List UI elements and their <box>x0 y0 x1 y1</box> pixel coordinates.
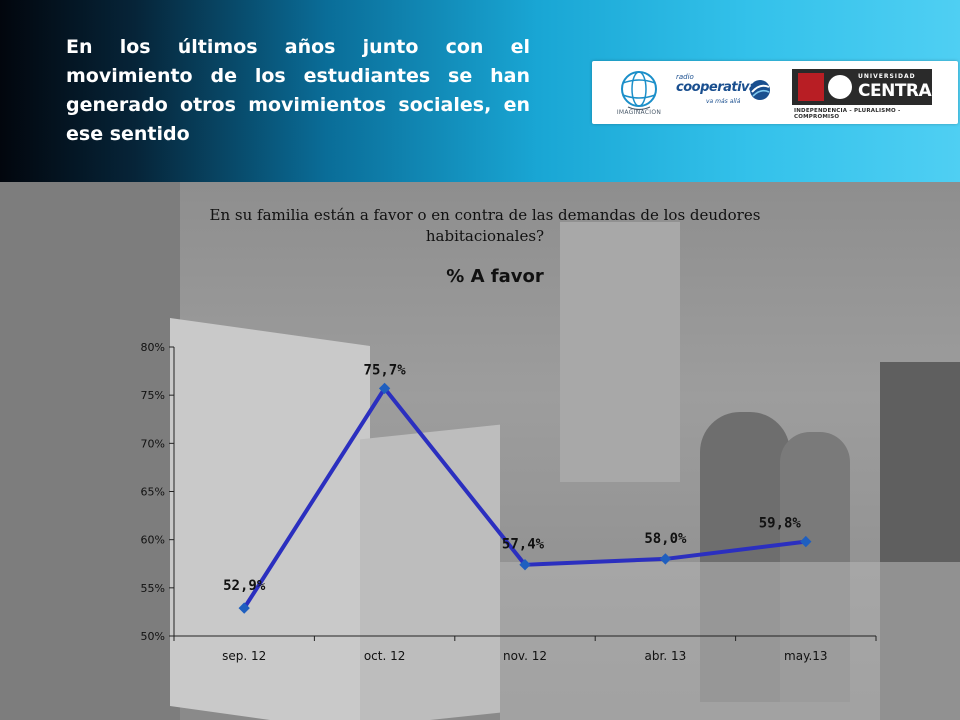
central-red-square <box>798 73 824 101</box>
data-point <box>659 553 672 565</box>
data-label: 57,4% <box>502 537 545 553</box>
central-motto: INDEPENDENCIA - PLURALISMO - COMPROMISO <box>794 108 901 120</box>
y-tick-label: 70% <box>141 437 165 450</box>
central-university-label: UNIVERSIDAD <box>858 73 916 80</box>
slide-title: En los últimos años junto con el movimie… <box>66 36 530 145</box>
x-tick-label: sep. 12 <box>222 649 266 663</box>
y-tick-label: 65% <box>141 486 165 499</box>
photo-sidewalk <box>500 562 960 720</box>
y-tick-label: 80% <box>141 341 165 354</box>
background-photo <box>0 182 960 720</box>
data-label: 75,7% <box>364 362 407 378</box>
y-tick-label: 75% <box>141 389 165 402</box>
central-circle-icon <box>828 75 852 99</box>
cooperativa-logo: radio cooperativa va más allá <box>676 73 776 113</box>
central-logo-block: UNIVERSIDAD CENTRAL <box>792 69 942 105</box>
photo-building <box>560 222 680 482</box>
data-label: 59,8% <box>759 516 802 532</box>
chart-axes: 50% 55% 60% 65% 70% 75% 80% sep. 12 oct. 12 nov. … <box>141 341 877 663</box>
y-tick-label: 55% <box>141 582 165 595</box>
chart-subtitle: % A favor <box>446 266 544 287</box>
data-label: 52,9% <box>223 578 266 594</box>
universidad-central-logo: UNIVERSIDAD CENTRAL INDEPENDENCIA - PLUR… <box>792 69 942 120</box>
imaginacion-globe-icon <box>621 71 657 111</box>
data-point <box>378 382 391 395</box>
photo-crowd-left <box>0 182 180 720</box>
logo-strip: IMAGINACION radio cooperativa va más all… <box>592 61 958 124</box>
x-tick-label: abr. 13 <box>645 649 687 663</box>
chart-question: En su familia están a favor o en contra … <box>209 206 761 245</box>
data-label: 58,0% <box>644 531 687 547</box>
data-point <box>800 535 812 548</box>
cooperativa-swoosh-icon <box>750 80 770 100</box>
header-band: En los últimos años junto con el movimie… <box>0 0 960 182</box>
x-tick-label: nov. 12 <box>503 649 547 663</box>
data-point <box>519 559 531 571</box>
data-point <box>238 602 250 614</box>
x-tick-label: oct. 12 <box>364 649 406 663</box>
cooperativa-tagline: va más allá <box>706 98 741 105</box>
y-tick-label: 60% <box>141 534 165 547</box>
central-wordmark: CENTRAL <box>858 81 942 101</box>
imaginacion-wordmark: IMAGINACION <box>616 109 662 116</box>
cooperativa-wordmark: cooperativa <box>676 80 758 95</box>
series-line <box>242 386 807 610</box>
chart-plot: 52,9% 75,7% 57,4% 58,0% 59,8% <box>223 362 812 614</box>
y-tick-label: 50% <box>141 630 165 643</box>
x-tick-label: may.13 <box>784 649 828 663</box>
cooperativa-radio-label: radio <box>676 73 694 81</box>
